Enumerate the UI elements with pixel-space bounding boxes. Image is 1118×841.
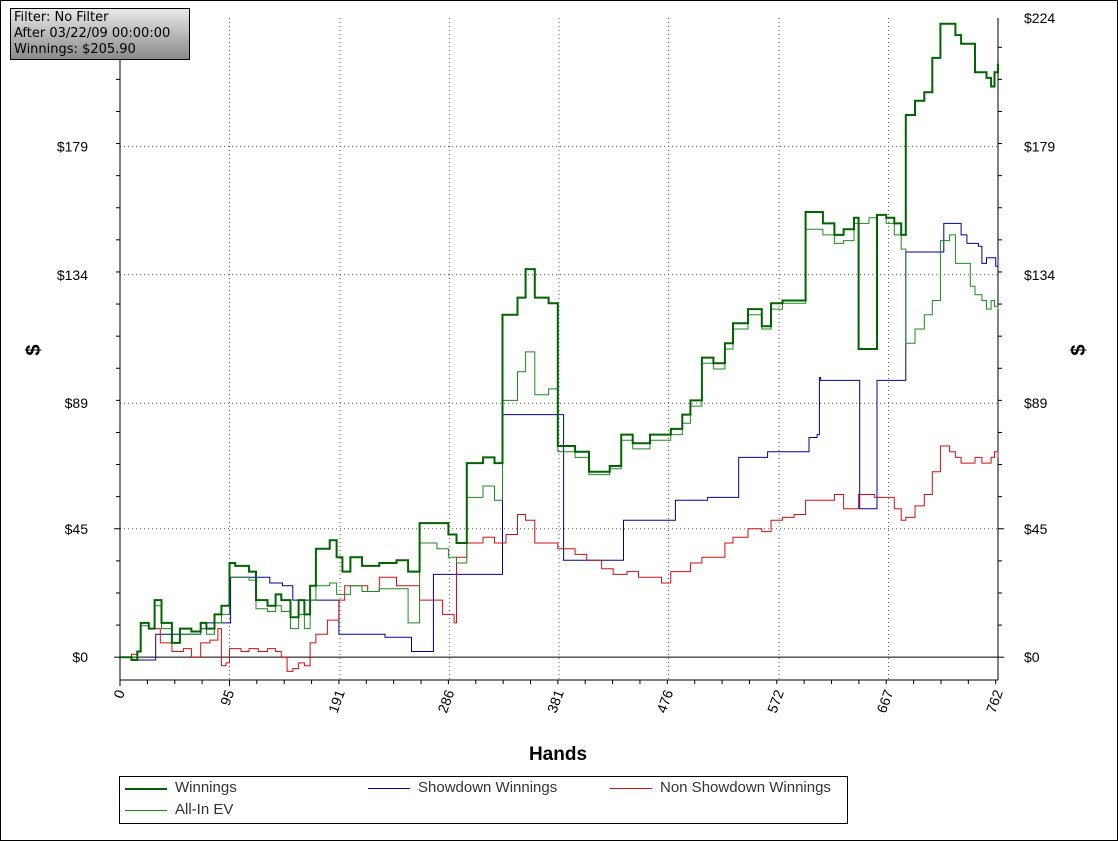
filter-info-box: Filter: No Filter After 03/22/09 00:00:0… (10, 8, 190, 60)
legend-label: Showdown Winnings (418, 779, 558, 796)
x-tick-label: 572 (764, 687, 787, 715)
y-tick-label-right: $45 (1024, 521, 1048, 537)
y-tick-label-right: $134 (1024, 267, 1055, 283)
legend-label: Non Showdown Winnings (660, 779, 831, 796)
x-tick-label: 667 (873, 687, 896, 715)
x-tick-label: 476 (653, 687, 676, 715)
legend-swatch (125, 810, 167, 811)
y-tick-label-right: $89 (1024, 395, 1048, 411)
y-tick-label-right: $0 (1024, 649, 1040, 665)
x-tick-label: 191 (325, 687, 348, 715)
legend-item-winnings: Winnings (125, 778, 355, 798)
series-line-winnings (120, 22, 999, 661)
legend-item-non-showdown: Non Showdown Winnings (610, 778, 840, 798)
x-tick-label: 0 (110, 687, 128, 700)
series-lines (120, 22, 999, 672)
filter-text: Filter: No Filter (14, 10, 109, 25)
legend-swatch (610, 788, 652, 789)
legend-label: Winnings (175, 779, 237, 796)
y-tick-label-left: $179 (57, 138, 88, 154)
legend: Winnings Showdown Winnings Non Showdown … (119, 776, 848, 824)
y-tick-label-left: $134 (57, 267, 88, 283)
y-axis-label-right: $ (1068, 344, 1090, 355)
legend-item-showdown: Showdown Winnings (368, 778, 598, 798)
x-axis-label: Hands (529, 744, 587, 765)
y-tick-label-left: $0 (72, 649, 88, 665)
y-tick-label-right: $179 (1024, 138, 1055, 154)
x-tick-label: 286 (434, 687, 457, 715)
x-tick-label: 381 (544, 687, 567, 715)
y-tick-label-left: $89 (65, 395, 89, 411)
y-axis-label-left: $ (23, 344, 45, 355)
winnings-summary: Winnings: $205.90 (14, 42, 136, 57)
series-line-showdown-winnings (120, 222, 999, 661)
axes (114, 18, 1004, 686)
date-filter-text: After 03/22/09 00:00:00 (14, 26, 171, 41)
x-tick-label: 95 (217, 687, 237, 707)
legend-item-allin-ev: All-In EV (125, 800, 355, 820)
series-line-non-showdown-winnings (120, 445, 999, 672)
y-tick-label-right: $224 (1024, 10, 1055, 26)
legend-swatch (125, 788, 167, 790)
x-tick-label: 762 (983, 687, 1006, 715)
legend-label: All-In EV (175, 801, 234, 818)
legend-swatch (368, 788, 410, 789)
y-tick-label-left: $45 (65, 521, 89, 537)
